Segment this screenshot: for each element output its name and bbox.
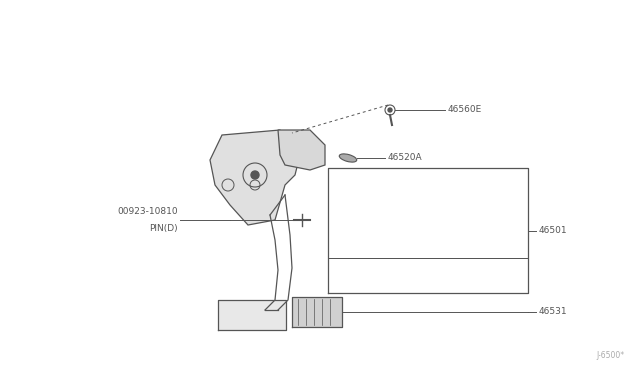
Text: 46520A: 46520A xyxy=(388,154,422,163)
Text: 00923-10810: 00923-10810 xyxy=(117,207,178,216)
Text: 46501: 46501 xyxy=(539,226,568,235)
Polygon shape xyxy=(210,130,300,225)
Polygon shape xyxy=(278,130,325,170)
Ellipse shape xyxy=(339,154,356,162)
Text: 46531: 46531 xyxy=(539,308,568,317)
Circle shape xyxy=(388,108,392,112)
Circle shape xyxy=(251,171,259,179)
Text: PIN(D): PIN(D) xyxy=(149,224,178,233)
Text: 46560E: 46560E xyxy=(448,106,483,115)
Bar xyxy=(218,300,286,330)
Bar xyxy=(292,297,342,327)
Text: J-6500*: J-6500* xyxy=(597,351,625,360)
